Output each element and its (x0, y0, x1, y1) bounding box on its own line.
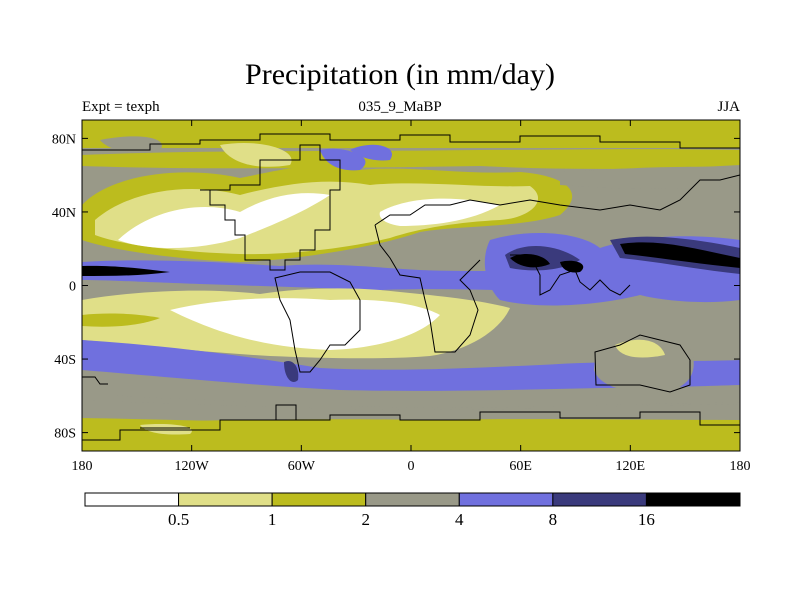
period-label: 035_9_MaBP (358, 99, 442, 115)
precipitation-field (82, 120, 740, 451)
page-title: Precipitation (in mm/day) (245, 58, 555, 91)
experiment-label: Expt = texph (82, 99, 160, 115)
colorbar-label: 1 (268, 510, 277, 529)
lon-tick-label: 60E (509, 459, 532, 474)
colorbar-swatch (271, 492, 367, 507)
lat-tick-label: 40S (54, 353, 76, 368)
lat-tick-label: 40N (52, 206, 76, 221)
colorbar-swatch (365, 492, 460, 507)
lon-tick-label: 60W (288, 459, 316, 474)
lat-tick-label: 80N (52, 132, 76, 147)
colorbar-swatch (178, 492, 273, 507)
colorbar-swatch (645, 492, 741, 507)
lon-tick-label: 120W (175, 459, 210, 474)
colorbar-swatch (84, 492, 180, 507)
lat-tick-label: 80S (54, 427, 76, 442)
colorbar-label: 8 (549, 510, 558, 529)
colorbar-label: 0.5 (168, 510, 189, 529)
lon-tick-label: 0 (408, 459, 415, 474)
latitude-axis: 80N 40N 0 40S 80S (52, 132, 740, 442)
coastlines (82, 133, 740, 441)
colorbar-swatch (552, 492, 647, 507)
colorbar-label: 2 (361, 510, 370, 529)
season-label: JJA (717, 99, 740, 115)
lat-tick-label: 0 (69, 280, 76, 295)
colorbar-swatch (458, 492, 554, 507)
lon-tick-label: 180 (730, 459, 751, 474)
lon-tick-label: 180 (72, 459, 93, 474)
colorbar: 0.5 1 2 4 8 16 (84, 492, 741, 529)
lon-tick-label: 120E (616, 459, 646, 474)
colorbar-label: 4 (455, 510, 464, 529)
colorbar-label: 16 (638, 510, 655, 529)
longitude-axis: 180 120W 60W 0 60E 120E 180 (72, 120, 751, 474)
